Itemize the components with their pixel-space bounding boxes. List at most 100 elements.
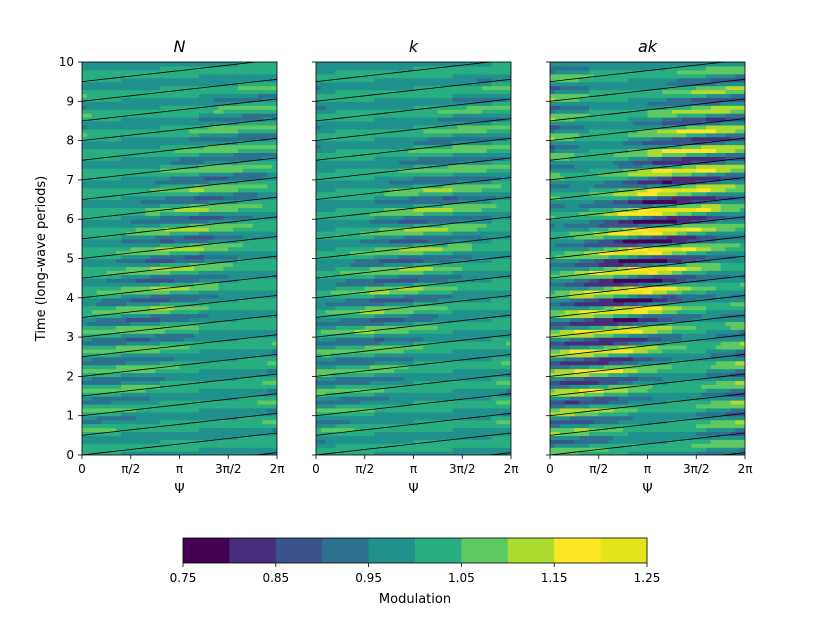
heatmap-cell (135, 117, 142, 122)
heatmap-cell (194, 238, 200, 244)
heatmap-cell (106, 431, 112, 436)
heatmap-cell (184, 341, 190, 346)
heatmap-cell (325, 419, 332, 425)
heatmap-cell (379, 384, 385, 389)
heatmap-cell (130, 301, 137, 307)
heatmap-cell (340, 399, 346, 405)
heatmap-cell (86, 427, 93, 433)
heatmap-cell (203, 411, 210, 417)
heatmap-cell (125, 81, 132, 87)
heatmap-cell (179, 274, 185, 279)
heatmap-cell (135, 368, 142, 374)
heatmap-cell (145, 254, 151, 260)
heatmap-cell (82, 293, 88, 299)
heatmap-cell (213, 439, 220, 444)
heatmap-cell (476, 415, 483, 421)
heatmap-cell (350, 380, 356, 385)
heatmap-cell (203, 187, 210, 193)
heatmap-cell (228, 105, 234, 110)
heatmap-cell (101, 447, 107, 452)
heatmap-cell (472, 419, 478, 425)
heatmap-cell (150, 195, 156, 201)
heatmap-cell (169, 128, 176, 134)
heatmap-cell (257, 368, 263, 374)
heatmap-cell (247, 286, 254, 291)
heatmap-cell (486, 360, 493, 366)
heatmap-cell (233, 301, 239, 307)
heatmap-cell (208, 215, 215, 220)
heatmap-cell (96, 297, 103, 303)
heatmap-cell (330, 447, 337, 452)
heatmap-cell (272, 242, 277, 248)
heatmap-cell (111, 333, 117, 338)
heatmap-cell (135, 152, 142, 157)
heatmap-cell (476, 431, 483, 436)
heatmap-cell (413, 411, 419, 417)
heatmap-cell (228, 407, 234, 413)
heatmap-cell (272, 435, 277, 440)
heatmap-cell (325, 423, 332, 429)
heatmap-cell (169, 348, 176, 354)
heatmap-cell (169, 77, 176, 83)
heatmap-cell (199, 234, 205, 240)
heatmap-cell (179, 179, 185, 185)
heatmap-cell (418, 407, 424, 413)
heatmap-cell (242, 246, 249, 252)
heatmap-cell (116, 411, 122, 417)
heatmap-cell (228, 219, 234, 224)
heatmap-cell (267, 282, 273, 287)
heatmap-cell (169, 407, 176, 413)
heatmap-cell (164, 282, 171, 287)
heatmap-cell (208, 117, 215, 122)
heatmap-cell (174, 175, 181, 181)
heatmap-cell (442, 368, 449, 374)
heatmap-cell (179, 140, 185, 146)
heatmap-cell (174, 411, 181, 417)
heatmap-cell (140, 148, 146, 153)
heatmap-cell (476, 407, 483, 413)
heatmap-cell (106, 451, 112, 455)
heatmap-cell (111, 175, 117, 181)
heatmap-cell (125, 140, 132, 146)
heatmap-cell (262, 262, 268, 267)
heatmap-cell (184, 97, 190, 102)
heatmap-cell (145, 262, 151, 267)
heatmap-cell (208, 81, 215, 87)
heatmap-cell (96, 227, 103, 232)
heatmap-cell (442, 396, 449, 401)
heatmap-cell (169, 207, 176, 212)
heatmap-cell (330, 376, 337, 381)
heatmap-cell (242, 65, 249, 71)
heatmap-cell (257, 160, 263, 165)
heatmap-cell (82, 321, 88, 326)
heatmap-cell (91, 325, 98, 330)
heatmap-cell (150, 447, 156, 452)
heatmap-cell (272, 415, 277, 421)
heatmap-cell (194, 289, 200, 295)
heatmap-cell (111, 352, 117, 358)
heatmap-cell (86, 81, 93, 87)
heatmap-cell (199, 278, 205, 283)
heatmap-cell (82, 423, 88, 429)
heatmap-cell (316, 356, 322, 362)
heatmap-cell (169, 297, 176, 303)
heatmap-cell (91, 286, 98, 291)
heatmap-cell (86, 286, 93, 291)
heatmap-cell (213, 282, 220, 287)
heatmap-cell (481, 396, 488, 401)
heatmap-cell (125, 301, 132, 307)
heatmap-cell (174, 234, 181, 240)
heatmap-cell (135, 207, 142, 212)
heatmap-cell (223, 360, 229, 366)
heatmap-cell (350, 384, 356, 389)
heatmap-cell (174, 144, 181, 150)
heatmap-cell (106, 101, 112, 106)
heatmap-cell (247, 250, 254, 256)
heatmap-cell (208, 223, 215, 228)
heatmap-cell (140, 274, 146, 279)
heatmap-cell (413, 427, 419, 433)
heatmap-cell (96, 128, 103, 134)
heatmap-cell (125, 380, 132, 385)
heatmap-cell (491, 364, 497, 370)
heatmap-cell (218, 439, 224, 444)
